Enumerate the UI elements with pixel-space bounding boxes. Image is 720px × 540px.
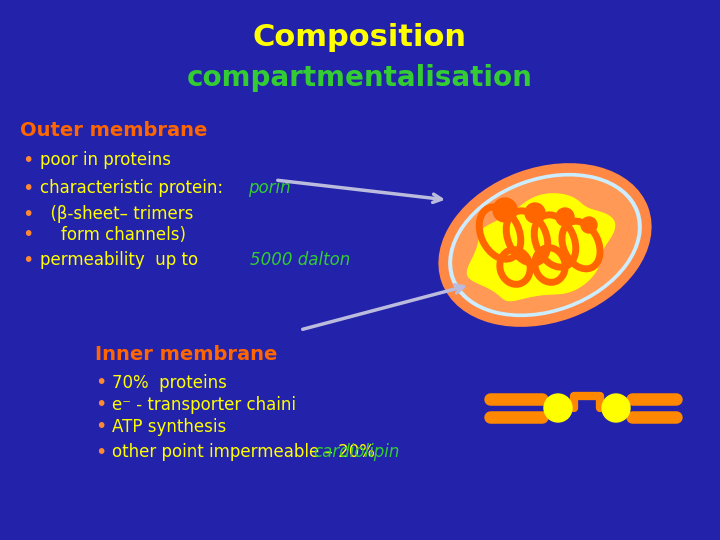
Circle shape	[544, 394, 572, 422]
Text: (β-sheet– trimers: (β-sheet– trimers	[40, 205, 194, 223]
Text: Inner membrane: Inner membrane	[95, 346, 277, 365]
Text: form channels): form channels)	[40, 226, 186, 244]
Text: •: •	[22, 251, 33, 269]
Text: •: •	[95, 395, 107, 415]
Text: •: •	[95, 417, 107, 436]
Text: Outer membrane: Outer membrane	[20, 120, 207, 139]
Text: poor in proteins: poor in proteins	[40, 151, 171, 169]
Text: •: •	[22, 226, 33, 245]
Text: porin: porin	[248, 179, 291, 197]
Text: •: •	[95, 442, 107, 462]
Text: e⁻ - transporter chaini: e⁻ - transporter chaini	[112, 396, 296, 414]
Circle shape	[556, 208, 574, 226]
Text: permeability  up to: permeability up to	[40, 251, 203, 269]
Text: •: •	[22, 205, 33, 224]
Text: 70%  proteins: 70% proteins	[112, 374, 227, 392]
Polygon shape	[467, 194, 615, 301]
Text: other point impermeable – 20%: other point impermeable – 20%	[112, 443, 385, 461]
Text: ATP synthesis: ATP synthesis	[112, 418, 226, 436]
Text: 5000 dalton: 5000 dalton	[250, 251, 350, 269]
Ellipse shape	[452, 177, 638, 314]
Text: compartmentalisation: compartmentalisation	[187, 64, 533, 92]
Circle shape	[602, 394, 630, 422]
Text: Composition: Composition	[253, 24, 467, 52]
Text: •: •	[95, 374, 107, 393]
Ellipse shape	[444, 168, 647, 322]
Text: •: •	[22, 151, 33, 170]
Circle shape	[581, 217, 597, 233]
Text: characteristic protein:: characteristic protein:	[40, 179, 228, 197]
Circle shape	[493, 198, 517, 222]
Text: •: •	[22, 179, 33, 198]
Circle shape	[525, 203, 545, 223]
Text: cardiolipin: cardiolipin	[313, 443, 400, 461]
